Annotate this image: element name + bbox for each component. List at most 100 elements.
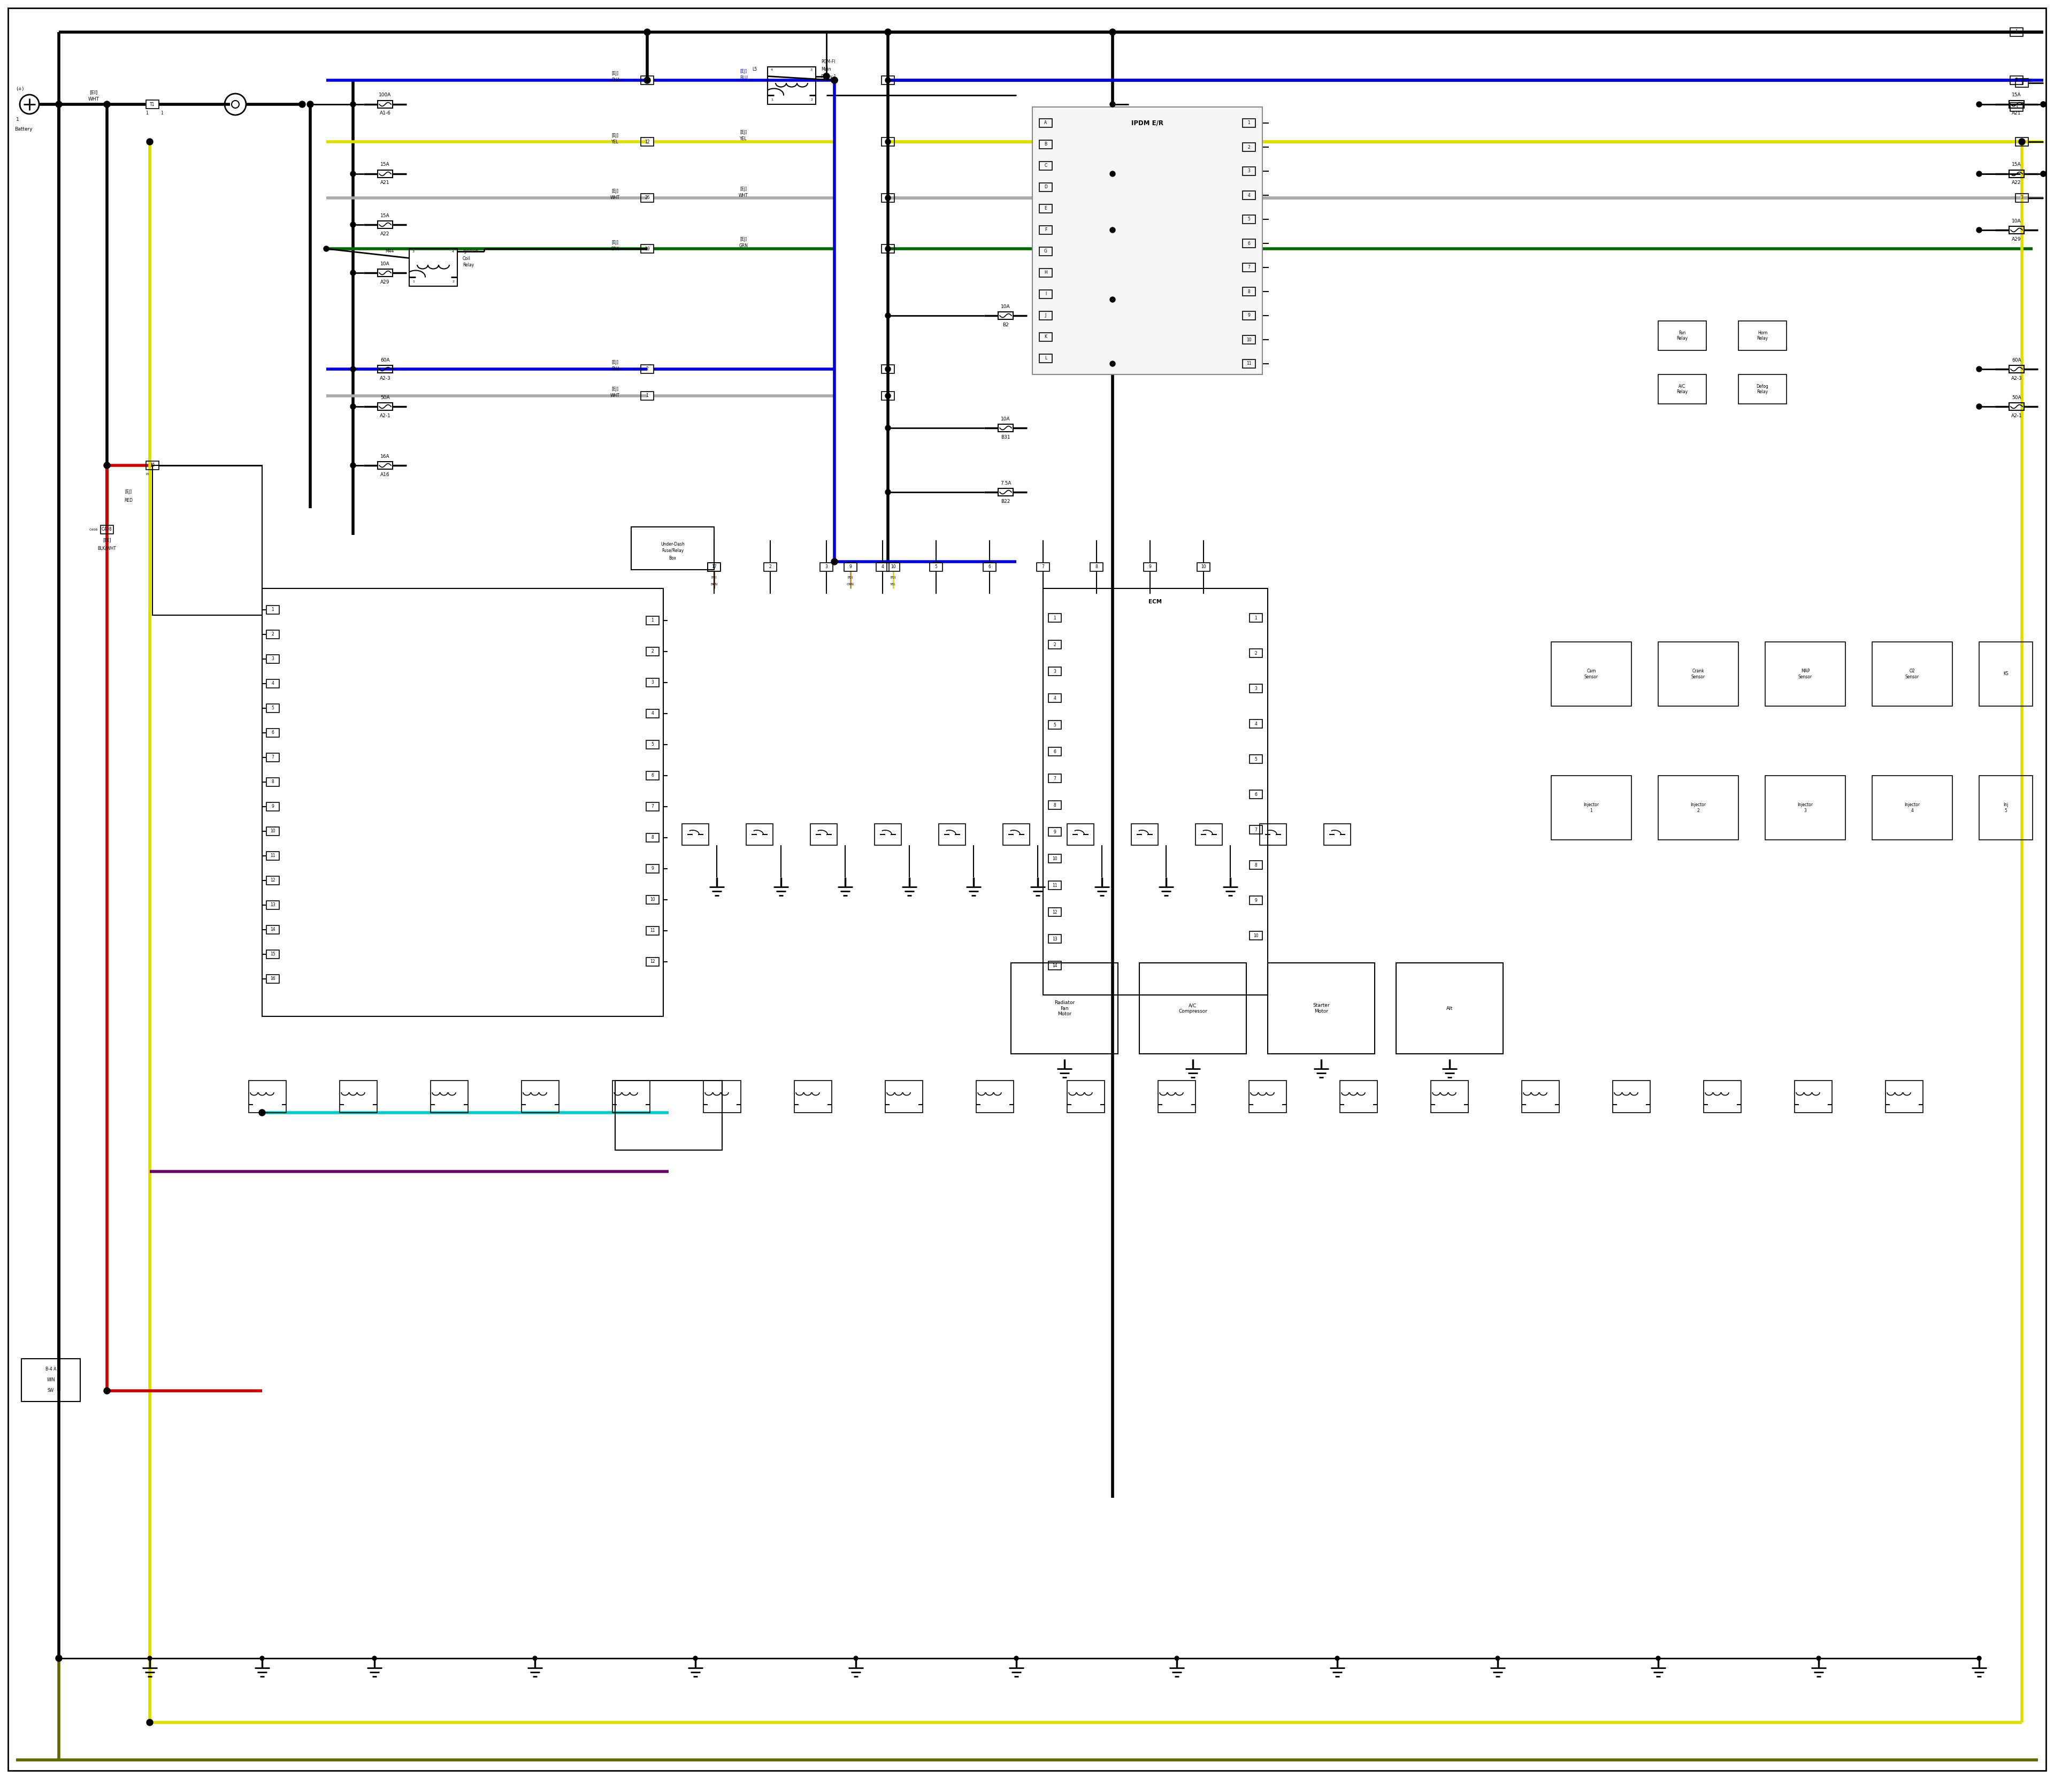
Bar (641, 194, 653, 202)
Circle shape (105, 1387, 111, 1394)
Text: 2: 2 (2015, 77, 2017, 82)
Text: 6: 6 (271, 731, 273, 735)
Bar (1243, 192, 1255, 199)
Bar (647, 647, 659, 656)
Circle shape (885, 489, 891, 495)
Text: 5: 5 (1054, 722, 1056, 728)
Bar (1195, 824, 1222, 846)
Text: 26: 26 (885, 195, 891, 201)
Text: 9: 9 (1054, 830, 1056, 835)
Text: Coil: Coil (462, 256, 470, 262)
Circle shape (885, 195, 891, 201)
Text: G: G (1043, 249, 1048, 254)
Bar (768, 66, 815, 104)
Bar (2009, 100, 2023, 108)
Bar (709, 563, 721, 572)
Text: Injector
3: Injector 3 (1797, 803, 1814, 814)
Circle shape (832, 77, 838, 84)
Text: [EJ]: [EJ] (612, 133, 618, 138)
Bar (844, 563, 857, 572)
Bar (267, 778, 279, 787)
Text: C: C (1043, 163, 1048, 168)
Text: [EJ]: [EJ] (739, 131, 748, 134)
Text: 2: 2 (768, 564, 772, 570)
Bar (267, 631, 279, 638)
Circle shape (146, 1719, 152, 1726)
Text: A21: A21 (380, 181, 390, 185)
Text: [EJ]: [EJ] (612, 387, 618, 392)
Bar (1249, 1081, 1286, 1113)
Bar (1039, 140, 1052, 149)
Text: [EJ]: [EJ] (125, 489, 131, 495)
Circle shape (532, 1656, 536, 1661)
Bar (1325, 824, 1352, 846)
Text: ORN: ORN (846, 584, 854, 586)
Bar (1432, 1081, 1469, 1113)
Text: A: A (1043, 120, 1048, 125)
Text: YEL: YEL (889, 584, 896, 586)
Bar (1871, 776, 1953, 840)
Text: 9: 9 (1255, 898, 1257, 903)
Bar (1158, 1081, 1195, 1113)
Bar (647, 740, 659, 749)
Circle shape (854, 1656, 859, 1661)
Bar (1249, 649, 1263, 658)
Bar (1249, 685, 1263, 694)
Bar (702, 1081, 741, 1113)
Text: 2: 2 (1054, 642, 1056, 647)
Bar (1738, 375, 1787, 403)
Bar (1658, 642, 1738, 706)
Text: 15: 15 (150, 462, 154, 468)
Bar (1037, 563, 1050, 572)
Bar (881, 75, 893, 84)
Text: L5: L5 (752, 66, 756, 72)
Bar (1048, 667, 1062, 676)
Text: YEL: YEL (612, 140, 618, 143)
Text: 8: 8 (645, 77, 649, 82)
Circle shape (2040, 172, 2046, 177)
Circle shape (645, 29, 651, 36)
Bar (998, 489, 1013, 496)
Text: 13: 13 (271, 903, 275, 907)
Text: 1: 1 (713, 564, 715, 570)
Bar (2009, 403, 2023, 410)
Bar (1249, 932, 1263, 939)
Text: 8: 8 (1095, 564, 1097, 570)
Text: 60A: 60A (380, 358, 390, 362)
Text: D: D (1043, 185, 1048, 190)
Text: [EJ]: [EJ] (711, 577, 717, 579)
Text: Fan
Relay: Fan Relay (1676, 330, 1688, 340)
Bar (1048, 961, 1062, 969)
Text: 15A: 15A (2011, 163, 2021, 167)
Bar (1039, 204, 1052, 213)
Circle shape (55, 1656, 62, 1661)
Circle shape (105, 462, 111, 468)
Text: Relay: Relay (462, 263, 474, 267)
Text: 15: 15 (146, 473, 150, 477)
Text: GRN: GRN (739, 244, 748, 249)
Bar (1068, 1081, 1105, 1113)
Circle shape (885, 314, 891, 319)
Text: 19: 19 (885, 246, 891, 251)
Bar (21, 1358, 80, 1401)
Circle shape (824, 73, 830, 79)
Text: A2-3: A2-3 (2011, 376, 2021, 380)
Text: 4: 4 (881, 564, 883, 570)
Text: 6: 6 (988, 564, 990, 570)
Bar (267, 851, 279, 860)
Bar (152, 466, 263, 615)
Text: 12: 12 (1052, 910, 1058, 914)
Bar (1048, 828, 1062, 837)
Bar (612, 1081, 649, 1113)
Bar (378, 220, 392, 228)
Bar (647, 926, 659, 935)
Bar (2015, 194, 2027, 202)
Text: 17: 17 (711, 564, 717, 570)
Bar (647, 771, 659, 780)
Circle shape (351, 462, 355, 468)
Bar (1397, 962, 1504, 1054)
Bar (2011, 29, 2023, 36)
Circle shape (885, 29, 891, 36)
Text: 19: 19 (645, 246, 649, 251)
Text: 1: 1 (2021, 81, 2023, 86)
